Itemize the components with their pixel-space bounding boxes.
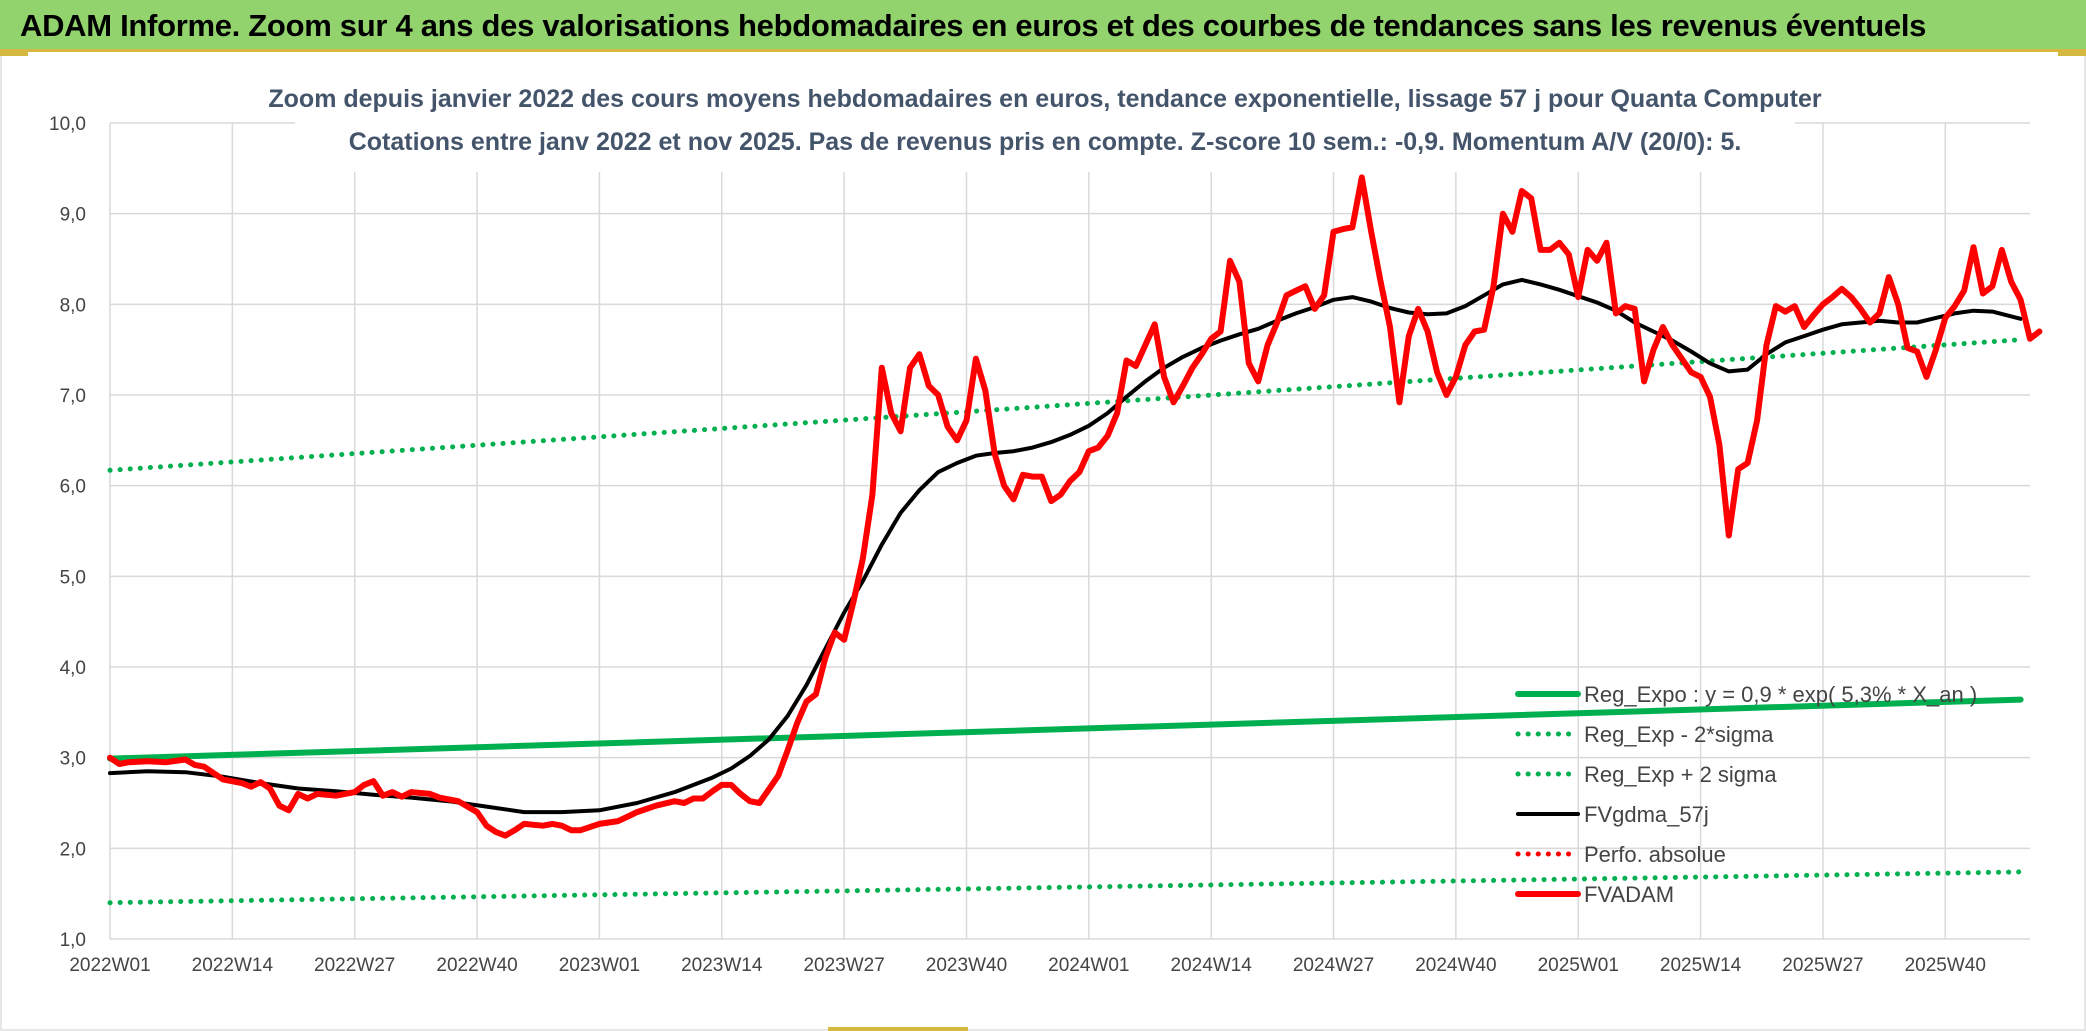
chart-title-background: [295, 76, 1795, 172]
series-line-reg-expo-y-0-9-exp-5-3-x-an: [107, 696, 2024, 762]
y-axis: 1,0 2,0 3,0 4,0 5,0 6,0 7,0 8,0 9,0 10,0: [49, 114, 86, 951]
y-tick-label: 10,0: [49, 114, 86, 135]
decor-accent-bottom: [828, 1027, 968, 1031]
chart-titles: Zoom depuis janvier 2022 des cours moyen…: [268, 76, 1822, 172]
x-tick-label: 2023W40: [926, 955, 1007, 976]
y-tick-label: 6,0: [60, 477, 86, 498]
report-title: ADAM Informe. Zoom sur 4 ans des valoris…: [20, 8, 1927, 43]
x-tick-label: 2025W14: [1660, 955, 1742, 976]
y-tick-label: 2,0: [60, 839, 86, 860]
legend-label: FVgdma_57j: [1584, 802, 1709, 827]
x-tick-label: 2024W27: [1293, 955, 1374, 976]
chart-legend: Reg_Expo : y = 0,9 * exp( 5,3% * X_an ) R…: [1515, 682, 1977, 907]
x-tick-label: 2022W27: [314, 955, 395, 976]
x-axis: 2022W01 2022W14 2022W27 2022W40 2023W01 2023W…: [69, 955, 1986, 976]
y-tick-label: 8,0: [60, 295, 86, 316]
x-tick-label: 2022W40: [436, 955, 517, 976]
x-tick-label: 2024W40: [1415, 955, 1496, 976]
x-tick-label: 2023W14: [681, 955, 763, 976]
x-tick-label: 2022W14: [192, 955, 274, 976]
x-tick-label: 2024W14: [1171, 955, 1253, 976]
legend-label: Reg_Expo : y = 0,9 * exp( 5,3% * X_an ): [1584, 682, 1977, 707]
chart-series: [107, 174, 2043, 906]
report-banner: ADAM Informe. Zoom sur 4 ans des valoris…: [0, 0, 2086, 52]
chart-subtitle: Cotations entre janv 2022 et nov 2025. P…: [349, 128, 1742, 156]
decor-accent-left: [0, 52, 28, 56]
decor-accent-right: [2058, 52, 2086, 56]
legend-label: Reg_Exp + 2 sigma: [1584, 762, 1777, 787]
series-line-reg-exp-2-sigma: [107, 337, 2024, 473]
y-tick-label: 5,0: [60, 567, 86, 588]
x-tick-label: 2023W01: [559, 955, 640, 976]
x-tick-label: 2024W01: [1048, 955, 1129, 976]
y-tick-label: 7,0: [60, 386, 86, 407]
y-tick-label: 1,0: [60, 930, 86, 951]
legend-label: Reg_Exp - 2*sigma: [1584, 722, 1774, 747]
x-tick-label: 2025W01: [1538, 955, 1619, 976]
chart-title: Zoom depuis janvier 2022 des cours moyen…: [268, 85, 1822, 113]
chart-frame: [0, 52, 2086, 1031]
legend-label: Perfo. absolue: [1584, 842, 1726, 867]
series-line-fvadam: [107, 174, 2043, 839]
y-tick-label: 4,0: [60, 658, 86, 679]
legend-label: FVADAM: [1584, 882, 1674, 907]
y-tick-label: 9,0: [60, 205, 86, 226]
y-tick-label: 3,0: [60, 749, 86, 770]
x-tick-label: 2025W40: [1905, 955, 1986, 976]
x-tick-label: 2023W27: [803, 955, 884, 976]
x-tick-label: 2022W01: [69, 955, 150, 976]
x-tick-label: 2025W27: [1782, 955, 1863, 976]
